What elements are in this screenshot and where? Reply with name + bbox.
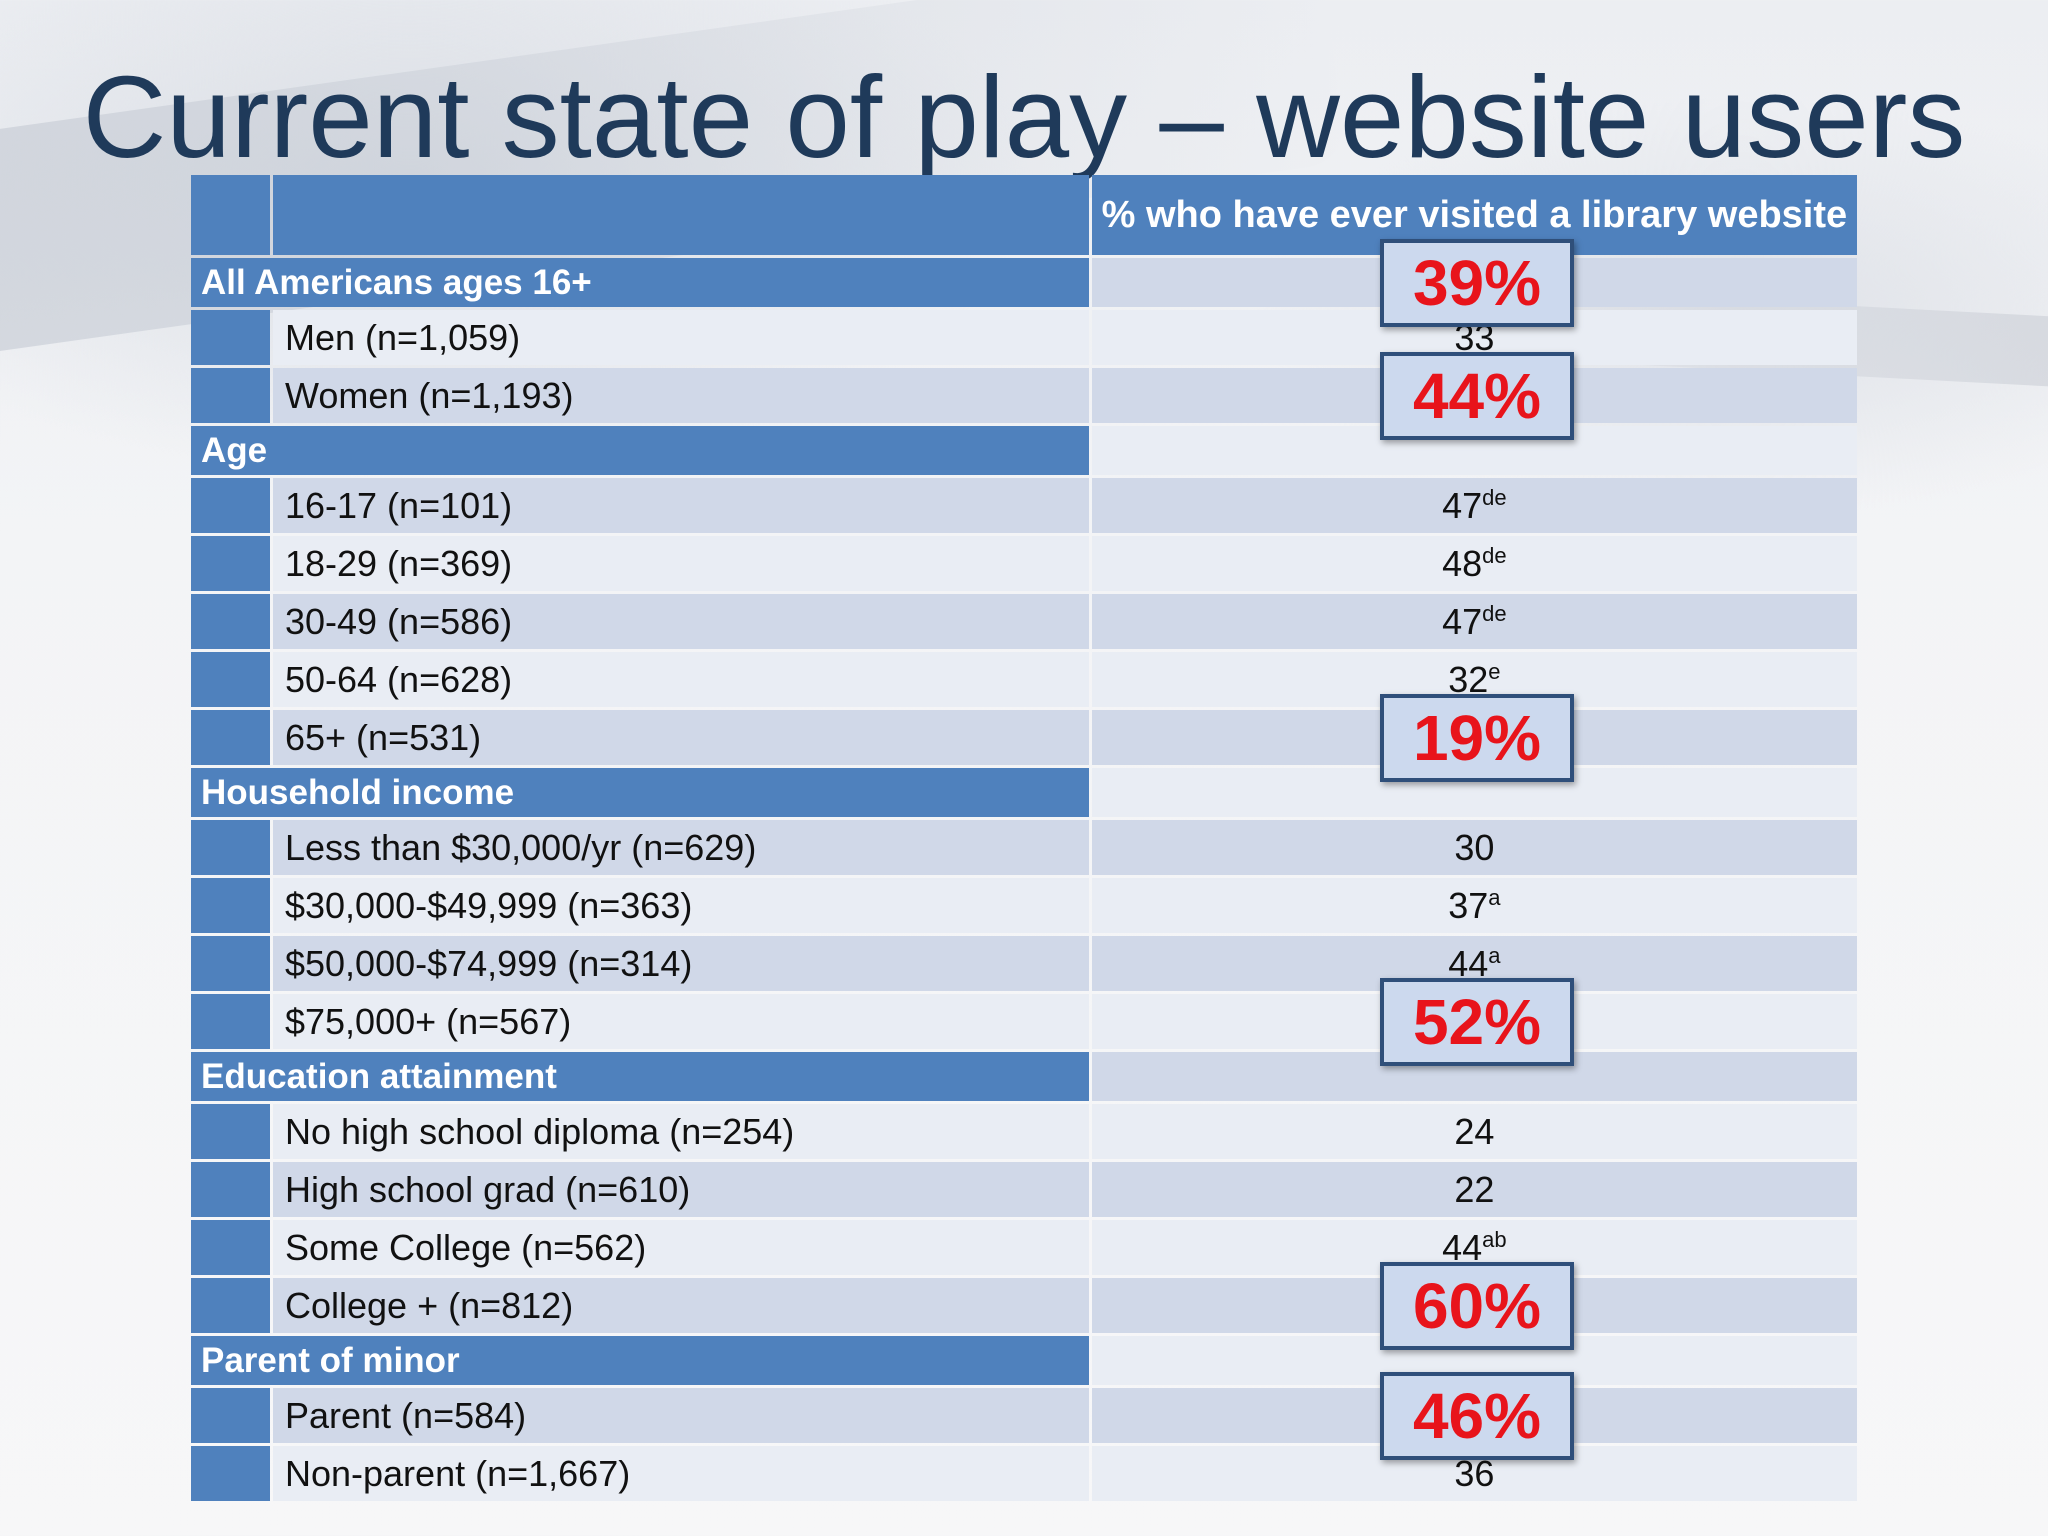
row-marker [191, 536, 270, 591]
table-row: $50,000-$74,999 (n=314) 44a [191, 936, 1857, 991]
significance-superscript: de [1482, 600, 1507, 626]
value-cell: 47de [1091, 594, 1857, 649]
value-text: 37 [1448, 884, 1489, 926]
significance-superscript: e [1488, 658, 1501, 684]
row-label: 30-49 (n=586) [272, 594, 1089, 649]
value-cell: 47de [1091, 478, 1857, 533]
group-row: Household income [191, 768, 1857, 817]
table-row: Parent (n=584) [191, 1388, 1857, 1443]
value-text: 48 [1442, 542, 1483, 584]
table-row: Women (n=1,193) [191, 368, 1857, 423]
group-row: All Americans ages 16+ [191, 258, 1857, 307]
row-marker [191, 368, 270, 423]
row-label: Less than $30,000/yr (n=629) [272, 820, 1089, 875]
row-marker [191, 710, 270, 765]
row-label: Men (n=1,059) [272, 310, 1089, 365]
table-row: No high school diploma (n=254) 24 [191, 1104, 1857, 1159]
highlight-value-box: 39% [1380, 238, 1574, 327]
row-marker [191, 594, 270, 649]
value-text: 24 [1454, 1110, 1495, 1152]
table-row: $30,000-$49,999 (n=363) 37a [191, 878, 1857, 933]
table-row: 18-29 (n=369) 48de [191, 536, 1857, 591]
row-marker [191, 994, 270, 1049]
table-row: College + (n=812) [191, 1278, 1857, 1333]
group-label: Age [191, 426, 1089, 475]
value-text: 22 [1454, 1168, 1495, 1210]
value-text: 47 [1442, 600, 1483, 642]
row-marker [191, 1220, 270, 1275]
table-row: 30-49 (n=586) 47de [191, 594, 1857, 649]
row-label: High school grad (n=610) [272, 1162, 1089, 1217]
slide-title: Current state of play – website users [82, 52, 1966, 182]
table-row: 50-64 (n=628) 32e [191, 652, 1857, 707]
row-marker [191, 652, 270, 707]
row-marker [191, 1446, 270, 1501]
row-label: College + (n=812) [272, 1278, 1089, 1333]
row-label: $75,000+ (n=567) [272, 994, 1089, 1049]
highlight-value-box: 19% [1380, 693, 1574, 782]
table-row: Non-parent (n=1,667) 36 [191, 1446, 1857, 1501]
value-cell: 22 [1091, 1162, 1857, 1217]
group-label: Education attainment [191, 1052, 1089, 1101]
group-row: Education attainment [191, 1052, 1857, 1101]
table-row: Some College (n=562) 44ab [191, 1220, 1857, 1275]
row-label: No high school diploma (n=254) [272, 1104, 1089, 1159]
value-text: 32 [1448, 658, 1489, 700]
row-label: Parent (n=584) [272, 1388, 1089, 1443]
significance-superscript: de [1482, 484, 1507, 510]
significance-superscript: a [1488, 942, 1501, 968]
row-marker [191, 1388, 270, 1443]
value-cell: 37a [1091, 878, 1857, 933]
value-text: 44 [1442, 1226, 1483, 1268]
row-label: 50-64 (n=628) [272, 652, 1089, 707]
value-cell: 30 [1091, 820, 1857, 875]
row-marker [191, 1104, 270, 1159]
row-marker [191, 478, 270, 533]
header-cell-blank [272, 175, 1089, 255]
survey-table: % who have ever visited a library websit… [188, 172, 1860, 1504]
table-row: 16-17 (n=101) 47de [191, 478, 1857, 533]
row-marker [191, 878, 270, 933]
row-label: Some College (n=562) [272, 1220, 1089, 1275]
row-label: Non-parent (n=1,667) [272, 1446, 1089, 1501]
row-label: Women (n=1,193) [272, 368, 1089, 423]
group-label: Parent of minor [191, 1336, 1089, 1385]
group-label: Household income [191, 768, 1089, 817]
row-label: $30,000-$49,999 (n=363) [272, 878, 1089, 933]
highlight-value-box: 60% [1380, 1261, 1574, 1350]
table-row: High school grad (n=610) 22 [191, 1162, 1857, 1217]
group-row: Parent of minor [191, 1336, 1857, 1385]
table-row: Men (n=1,059) 33 [191, 310, 1857, 365]
value-text: 30 [1454, 826, 1495, 868]
header-cell-blank [191, 175, 270, 255]
row-label: 65+ (n=531) [272, 710, 1089, 765]
value-cell: 24 [1091, 1104, 1857, 1159]
group-label: All Americans ages 16+ [191, 258, 1089, 307]
row-marker [191, 936, 270, 991]
table-row: 65+ (n=531) [191, 710, 1857, 765]
significance-superscript: a [1488, 884, 1501, 910]
row-label: 16-17 (n=101) [272, 478, 1089, 533]
row-label: 18-29 (n=369) [272, 536, 1089, 591]
value-cell: 36 [1091, 1446, 1857, 1501]
value-text: 47 [1442, 484, 1483, 526]
significance-superscript: de [1482, 542, 1507, 568]
row-marker [191, 820, 270, 875]
highlight-value-box: 44% [1380, 351, 1574, 440]
significance-superscript: ab [1482, 1226, 1507, 1252]
row-marker [191, 310, 270, 365]
row-marker [191, 1162, 270, 1217]
table-row: Less than $30,000/yr (n=629) 30 [191, 820, 1857, 875]
highlight-value-box: 46% [1380, 1371, 1574, 1460]
row-label: $50,000-$74,999 (n=314) [272, 936, 1089, 991]
value-text: 44 [1448, 942, 1489, 984]
value-cell: 48de [1091, 536, 1857, 591]
highlight-value-box: 52% [1380, 977, 1574, 1066]
table-header-row: % who have ever visited a library websit… [191, 175, 1857, 255]
table-row: $75,000+ (n=567) [191, 994, 1857, 1049]
group-row: Age [191, 426, 1857, 475]
row-marker [191, 1278, 270, 1333]
